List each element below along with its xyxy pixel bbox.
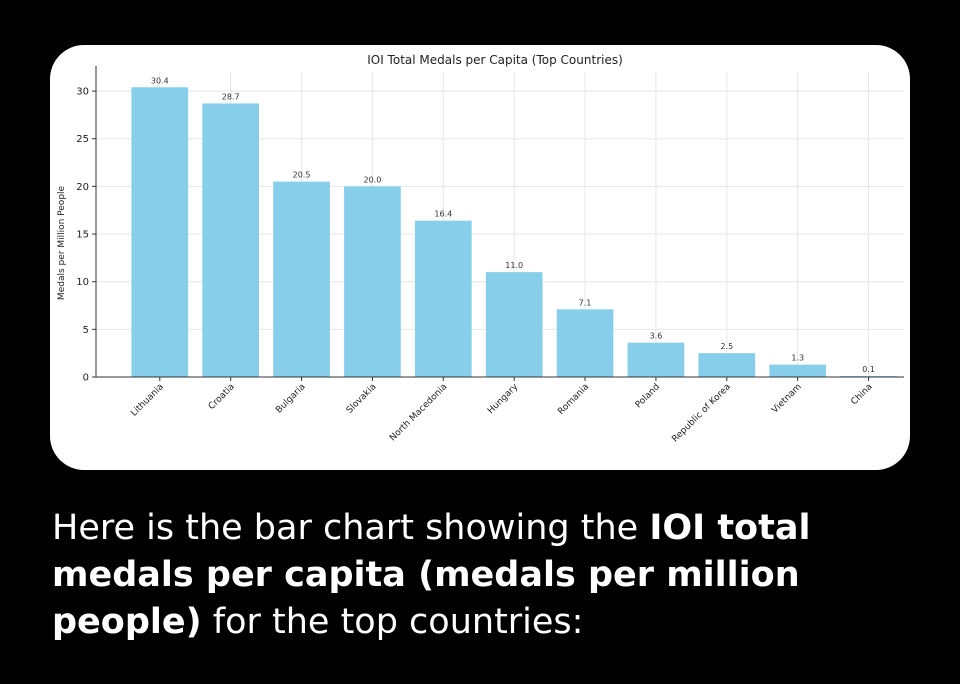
axes [92,66,904,381]
bar-romania [556,309,614,377]
x-tick-label: Romania [556,382,591,417]
y-tick-label: 5 [83,325,89,336]
bar-value-label: 0.1 [862,365,875,374]
bar-value-label: 1.3 [791,354,804,363]
x-tick-label: Bulgaria [274,382,307,415]
x-tick-label: Vietnam [770,382,804,416]
y-tick-label: 10 [76,277,89,288]
x-tick-label: Croatia [207,382,237,412]
bar-slovakia [344,186,401,377]
y-tick-label: 25 [76,134,89,145]
x-tick-label: Slovakia [345,382,379,416]
x-tick-label: Lithuania [129,382,166,419]
caption-text-start: Here is the bar chart showing the [52,508,650,548]
bar-croatia [202,103,260,377]
bar-value-label: 11.0 [505,261,523,270]
x-tick-label: Republic of Korea [670,382,733,445]
caption-bold-text: IOI total medals per capita (medals per … [52,508,811,642]
caption-text-end: for the top countries: [201,602,584,642]
bar-hungary [485,272,543,377]
bar-republic-of-korea [698,353,756,377]
bar-value-label: 28.7 [222,92,240,101]
labels: 0 5 10 15 20 25 30 30.4 Lithuania 28.7 Croatia 20.5… [76,76,875,444]
y-axis-label: Medals per Million People [57,185,67,300]
bar-value-label: 16.4 [434,210,452,219]
y-tick-label: 20 [76,182,89,193]
bar-value-label: 20.0 [364,175,382,184]
bar-value-label: 20.5 [293,171,311,180]
x-tick-label: North Macedonia [388,382,449,443]
bar-value-label: 3.6 [650,332,663,341]
y-tick-label: 0 [83,373,89,384]
bars [131,87,897,377]
y-tick-label: 15 [76,230,89,241]
bar-vietnam [769,364,827,377]
bar-bulgaria [273,181,330,377]
bar-value-label: 2.5 [720,342,733,351]
bar-poland [627,342,685,377]
bar-value-label: 30.4 [151,76,169,85]
chart-title: IOI Total Medals per Capita (Top Countri… [367,53,623,67]
bar-north-macedonia [414,220,472,377]
y-tick-label: 30 [76,87,89,98]
x-tick-label: Poland [634,382,662,410]
bar-lithuania [131,87,189,377]
bar-chart: 0 5 10 15 20 25 30 30.4 Lithuania 28.7 Croatia 20.5… [57,53,904,445]
x-tick-label: Hungary [486,382,521,417]
response-caption: Here is the bar chart showing the IOI to… [52,505,912,646]
x-tick-label: China [849,382,874,407]
bar-value-label: 7.1 [579,298,592,307]
chart-card: 0 5 10 15 20 25 30 30.4 Lithuania 28.7 Croatia 20.5… [50,45,910,470]
